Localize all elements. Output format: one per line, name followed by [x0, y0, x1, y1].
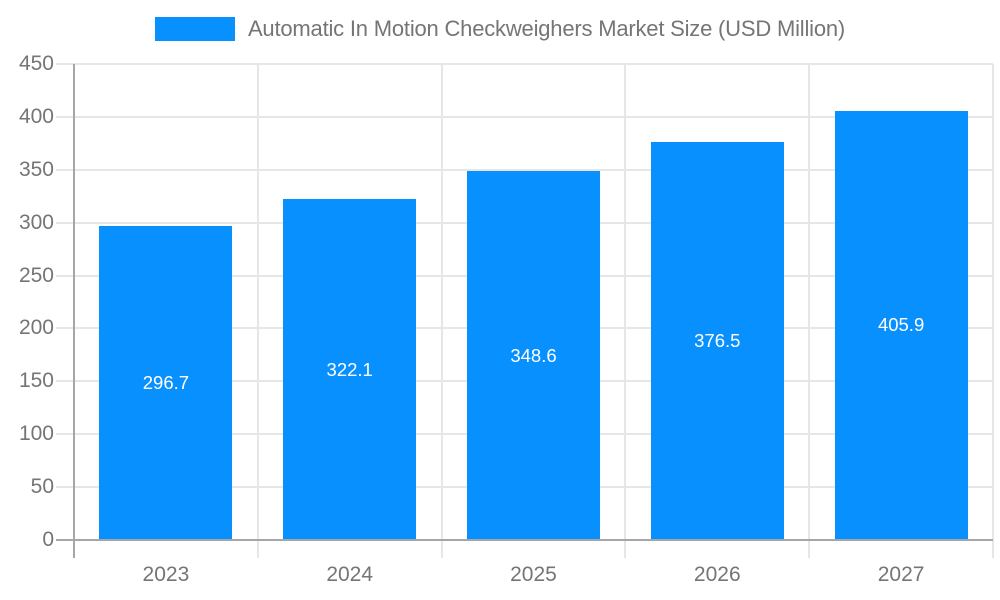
- bar-value-label: 348.6: [510, 344, 557, 366]
- bar-value-label: 322.1: [326, 358, 373, 380]
- legend-swatch-icon: [154, 17, 235, 41]
- v-gridline: [624, 64, 627, 558]
- y-tick-label: 400: [18, 104, 54, 128]
- v-gridline: [992, 64, 994, 558]
- bar-value-label: 376.5: [694, 329, 741, 351]
- bar: [650, 141, 784, 540]
- bar: [283, 199, 417, 540]
- x-tick-label: 2024: [326, 563, 374, 586]
- x-tick-label: 2025: [510, 563, 557, 586]
- bar-value-label: 405.9: [877, 314, 925, 336]
- y-tick-label: 450: [18, 52, 54, 75]
- y-tick-label: 0: [42, 528, 54, 551]
- y-tick-label: 300: [18, 210, 54, 234]
- y-axis-line: [73, 64, 75, 558]
- x-tick-label: 2023: [142, 563, 190, 586]
- y-tick-label: 100: [18, 422, 54, 446]
- legend-item[interactable]: Automatic In Motion Checkweighers Market…: [154, 16, 846, 42]
- plot-area: 296.7 322.1 348.6 376.5 405.9: [56, 63, 994, 558]
- bar: [467, 171, 600, 540]
- bar: [834, 110, 968, 540]
- v-gridline: [808, 64, 811, 558]
- legend: Automatic In Motion Checkweighers Market…: [0, 16, 1000, 42]
- bar-value-label: 296.7: [142, 372, 190, 394]
- y-tick-label: 50: [30, 475, 54, 499]
- x-axis-line: [56, 539, 993, 541]
- chart-title: Automatic In Motion Checkweighers Market…: [247, 16, 846, 41]
- x-tick-label: 2026: [693, 563, 741, 586]
- v-gridline: [256, 64, 259, 558]
- y-tick-label: 350: [18, 157, 54, 181]
- h-gridline: [56, 115, 993, 118]
- y-tick-label: 200: [18, 316, 54, 340]
- y-tick-label: 150: [18, 369, 54, 393]
- y-tick-label: 250: [18, 263, 54, 287]
- v-gridline: [440, 64, 443, 558]
- bar: [99, 226, 233, 540]
- h-gridline: [56, 63, 993, 66]
- x-tick-label: 2027: [877, 563, 925, 586]
- h-gridline: [56, 168, 993, 171]
